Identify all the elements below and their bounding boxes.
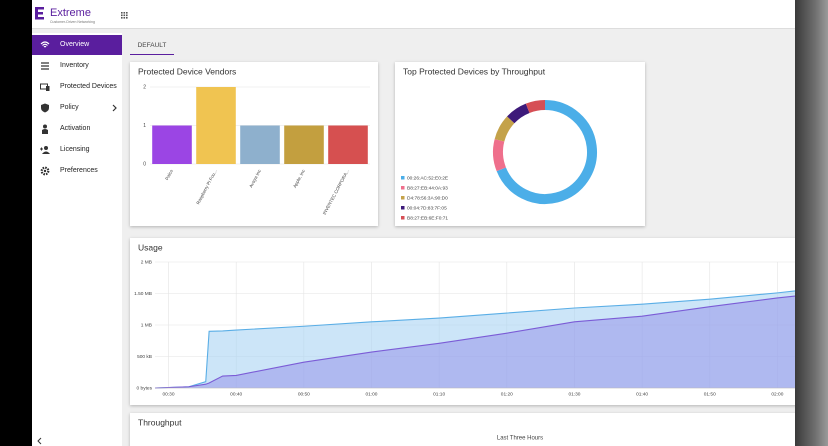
chart: Throughput Last Three Hours <box>138 417 543 442</box>
x-tick-label: 01:10 <box>433 391 445 397</box>
bar <box>328 125 368 164</box>
top-bar: Extreme Customer-Driven Networking <box>32 0 795 29</box>
area-fill <box>155 296 795 388</box>
nav-item[interactable]: Preferences <box>32 161 122 181</box>
x-tick-label: 01:40 <box>636 391 648 397</box>
bar <box>196 87 236 164</box>
nav-label: Preferences <box>60 167 98 174</box>
card: Usage 0 bytes 500 kB 1 MB 1.50 MB 2 MB 00:30 00… <box>130 238 795 405</box>
icon <box>40 166 50 176</box>
screen: Extreme Customer-Driven Networking Overv… <box>32 0 795 446</box>
donut-segment <box>493 139 507 172</box>
nav-label: Inventory <box>60 62 89 69</box>
card: Throughput Last Three Hours <box>130 413 795 446</box>
donut-segment <box>494 116 515 142</box>
collapse-button[interactable] <box>36 437 44 445</box>
x-tick-label: 01:20 <box>501 391 513 397</box>
line <box>154 290 795 389</box>
logo: Extreme Customer-Driven Networking <box>35 7 128 24</box>
icon <box>41 62 49 70</box>
nav-item[interactable]: Protected Devices <box>32 77 122 97</box>
chart: Usage 0 bytes 500 kB 1 MB 1.50 MB 2 MB 00:30 00… <box>134 242 795 397</box>
x-tick-label: 00:40 <box>230 391 242 397</box>
y-tick-label: 0 bytes <box>137 385 153 391</box>
y-tick-label: 1.50 MB <box>134 291 152 297</box>
tagline: Customer-Driven Networking <box>50 20 95 24</box>
legend-swatch <box>401 206 405 210</box>
nav-label: Overview <box>60 41 90 48</box>
sidebar: Overview Inventory Protected Devices Pol… <box>32 33 122 446</box>
chevron <box>112 104 117 112</box>
legend-label: 00:26:AC:52:E0:2E <box>407 175 448 181</box>
x-tick-label: 00:30 <box>163 391 175 397</box>
tab-label: DEFAULT <box>137 42 167 49</box>
x-tick-label: 01:00 <box>365 391 377 397</box>
y-tick-label: 0 <box>143 161 146 167</box>
nav-item[interactable]: Activation <box>32 119 122 139</box>
x-tick-label: 01:30 <box>568 391 580 397</box>
legend-label: B8:27:EB:44:0A:93 <box>407 185 448 191</box>
nav-label: Activation <box>60 125 91 132</box>
x-tick-label: Apple, Inc <box>292 168 306 189</box>
legend-swatch <box>401 176 405 180</box>
icon <box>41 103 49 113</box>
chart-title: Top Protected Devices by Throughput <box>403 66 546 76</box>
apps-icon[interactable] <box>121 12 128 19</box>
tab[interactable]: DEFAULT <box>130 38 174 55</box>
line <box>154 295 795 389</box>
x-tick-label: 02:00 <box>771 391 783 397</box>
bar <box>152 125 192 164</box>
bar <box>240 125 280 164</box>
legend-swatch <box>401 216 405 220</box>
y-tick-label: 1 <box>143 123 146 129</box>
chart: Top Protected Devices by Throughput 00:26… <box>401 66 597 221</box>
y-tick-label: 500 kB <box>137 354 152 360</box>
card: Protected Device Vendors 0 1 2 Palco Raspberr… <box>130 62 378 226</box>
legend-label: B8:27:EB:6E:F0:71 <box>407 215 448 221</box>
nav-item[interactable]: Overview <box>32 35 122 55</box>
icon <box>40 146 50 154</box>
x-tick-label: Avaya Inc <box>248 168 262 188</box>
card: Top Protected Devices by Throughput 00:26… <box>395 62 645 226</box>
chart-title: Protected Device Vendors <box>138 66 236 76</box>
nav-item[interactable]: Licensing <box>32 140 122 160</box>
donut-segment <box>496 100 597 204</box>
chart: Protected Device Vendors 0 1 2 Palco Raspberr… <box>138 66 370 216</box>
donut-segment <box>507 103 530 124</box>
icon <box>42 124 48 134</box>
nav-item[interactable]: Policy <box>32 98 122 118</box>
x-tick-label: INVENTEC CORPORA... <box>322 169 350 216</box>
nav-label: Policy <box>60 104 79 111</box>
nav-label: Licensing <box>60 146 90 153</box>
nav-item[interactable]: Inventory <box>32 56 122 76</box>
bar <box>284 125 324 164</box>
legend-swatch <box>401 186 405 190</box>
icon <box>40 41 50 48</box>
chart-title: Throughput <box>138 417 182 427</box>
donut-segment <box>525 100 546 114</box>
legend-label: D4:78:56:3A:90:D0 <box>407 195 448 201</box>
y-tick-label: 1 MB <box>141 322 152 328</box>
nav-label: Protected Devices <box>60 83 117 90</box>
brand: Extreme <box>50 7 91 19</box>
x-tick-label: 00:50 <box>298 391 310 397</box>
y-tick-label: 2 <box>143 84 146 90</box>
x-tick-label: Palco <box>164 168 174 181</box>
chart-title: Usage <box>138 242 163 252</box>
y-tick-label: 2 MB <box>141 259 152 265</box>
chart-subtitle: Last Three Hours <box>497 436 543 442</box>
logo-mark <box>35 7 44 20</box>
x-tick-label: 01:50 <box>704 391 716 397</box>
x-tick-label: Raspberry Pi Fou... <box>195 169 218 206</box>
legend-swatch <box>401 196 405 200</box>
bezel <box>795 0 828 446</box>
icon <box>40 83 50 91</box>
legend-label: 00:04:7D:83:7F:05 <box>407 205 447 211</box>
area-fill <box>155 290 795 388</box>
